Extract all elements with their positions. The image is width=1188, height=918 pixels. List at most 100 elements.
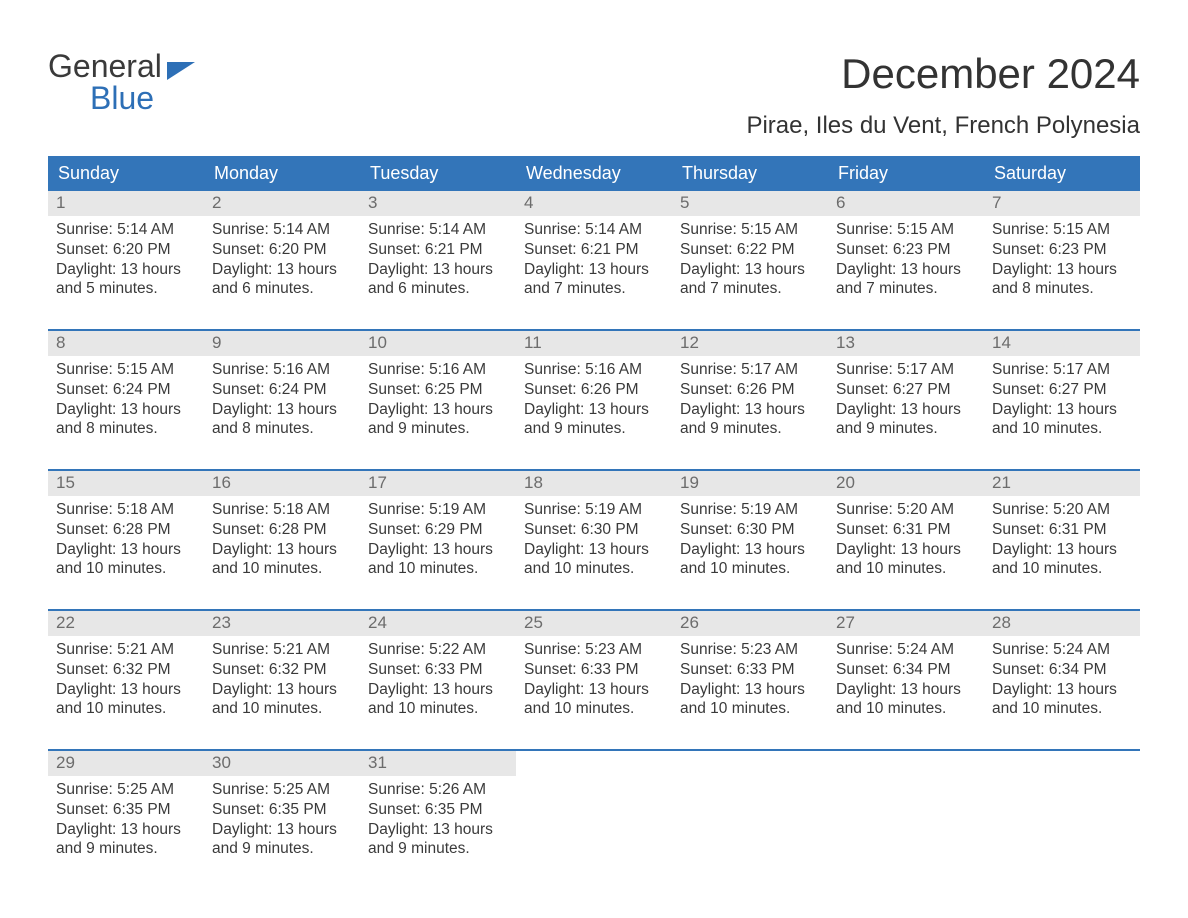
calendar-weeks: 1Sunrise: 5:14 AMSunset: 6:20 PMDaylight…: [48, 191, 1140, 873]
sunrise-text: Sunrise: 5:20 AM: [836, 500, 976, 520]
logo-sail-icon: [167, 62, 195, 80]
day2-text: and 10 minutes.: [212, 559, 352, 579]
sunrise-text: Sunrise: 5:18 AM: [56, 500, 196, 520]
day1-text: Daylight: 13 hours: [56, 400, 196, 420]
sunrise-text: Sunrise: 5:25 AM: [56, 780, 196, 800]
daynum-row: 14: [984, 331, 1140, 356]
cell-body: Sunrise: 5:17 AMSunset: 6:27 PMDaylight:…: [984, 356, 1140, 439]
day2-text: and 8 minutes.: [212, 419, 352, 439]
calendar-cell: 4Sunrise: 5:14 AMSunset: 6:21 PMDaylight…: [516, 191, 672, 313]
calendar-cell: 18Sunrise: 5:19 AMSunset: 6:30 PMDayligh…: [516, 471, 672, 593]
cell-body: Sunrise: 5:22 AMSunset: 6:33 PMDaylight:…: [360, 636, 516, 719]
day1-text: Daylight: 13 hours: [212, 260, 352, 280]
sunset-text: Sunset: 6:33 PM: [524, 660, 664, 680]
calendar-cell: 10Sunrise: 5:16 AMSunset: 6:25 PMDayligh…: [360, 331, 516, 453]
day-number: 26: [680, 613, 699, 632]
sunset-text: Sunset: 6:23 PM: [836, 240, 976, 260]
sunrise-text: Sunrise: 5:25 AM: [212, 780, 352, 800]
calendar-week: 1Sunrise: 5:14 AMSunset: 6:20 PMDaylight…: [48, 191, 1140, 313]
sunset-text: Sunset: 6:33 PM: [368, 660, 508, 680]
day-number: 1: [56, 193, 65, 212]
day2-text: and 9 minutes.: [524, 419, 664, 439]
day-number: 2: [212, 193, 221, 212]
daynum-row: 11: [516, 331, 672, 356]
calendar-cell: 28Sunrise: 5:24 AMSunset: 6:34 PMDayligh…: [984, 611, 1140, 733]
calendar-cell: 20Sunrise: 5:20 AMSunset: 6:31 PMDayligh…: [828, 471, 984, 593]
calendar-cell: 23Sunrise: 5:21 AMSunset: 6:32 PMDayligh…: [204, 611, 360, 733]
sunrise-text: Sunrise: 5:21 AM: [212, 640, 352, 660]
daynum-row: 13: [828, 331, 984, 356]
day1-text: Daylight: 13 hours: [836, 260, 976, 280]
day2-text: and 10 minutes.: [836, 559, 976, 579]
day2-text: and 10 minutes.: [56, 699, 196, 719]
sunrise-text: Sunrise: 5:23 AM: [524, 640, 664, 660]
cell-body: Sunrise: 5:19 AMSunset: 6:30 PMDaylight:…: [672, 496, 828, 579]
cell-body: Sunrise: 5:19 AMSunset: 6:30 PMDaylight:…: [516, 496, 672, 579]
sunset-text: Sunset: 6:34 PM: [836, 660, 976, 680]
day2-text: and 7 minutes.: [524, 279, 664, 299]
day1-text: Daylight: 13 hours: [992, 400, 1132, 420]
sunset-text: Sunset: 6:20 PM: [212, 240, 352, 260]
calendar-cell: 25 Sunrise: 5:23 AMSunset: 6:33 PMDayligh…: [516, 611, 672, 733]
daynum-row: 7: [984, 191, 1140, 216]
sunset-text: Sunset: 6:26 PM: [680, 380, 820, 400]
daynum-row: 9: [204, 331, 360, 356]
daynum-row: 1: [48, 191, 204, 216]
cell-body: Sunrise: 5:14 AMSunset: 6:21 PMDaylight:…: [360, 216, 516, 299]
day-number: 14: [992, 333, 1011, 352]
day2-text: and 10 minutes.: [524, 559, 664, 579]
day-header-cell: Friday: [828, 156, 984, 191]
sunrise-text: Sunrise: 5:26 AM: [368, 780, 508, 800]
daynum-row: 26: [672, 611, 828, 636]
calendar-cell: 3Sunrise: 5:14 AMSunset: 6:21 PMDaylight…: [360, 191, 516, 313]
cell-body: Sunrise: 5:23 AMSunset: 6:33 PMDaylight:…: [672, 636, 828, 719]
day-header-cell: Monday: [204, 156, 360, 191]
day-number: 12: [680, 333, 699, 352]
day2-text: and 7 minutes.: [680, 279, 820, 299]
cell-body: Sunrise: 5:15 AMSunset: 6:23 PMDaylight:…: [828, 216, 984, 299]
day2-text: and 9 minutes.: [56, 839, 196, 859]
day2-text: and 10 minutes.: [56, 559, 196, 579]
cell-body: Sunrise: 5:16 AMSunset: 6:24 PMDaylight:…: [204, 356, 360, 439]
calendar-cell: 7Sunrise: 5:15 AMSunset: 6:23 PMDaylight…: [984, 191, 1140, 313]
cell-body: Sunrise: 5:21 AMSunset: 6:32 PMDaylight:…: [204, 636, 360, 719]
sunrise-text: Sunrise: 5:19 AM: [680, 500, 820, 520]
calendar-cell: 15Sunrise: 5:18 AMSunset: 6:28 PMDayligh…: [48, 471, 204, 593]
sunset-text: Sunset: 6:25 PM: [368, 380, 508, 400]
daynum-row: 28: [984, 611, 1140, 636]
day1-text: Daylight: 13 hours: [56, 260, 196, 280]
sunrise-text: Sunrise: 5:15 AM: [992, 220, 1132, 240]
calendar-cell: 14 Sunrise: 5:17 AMSunset: 6:27 PMDayligh…: [984, 331, 1140, 453]
sunset-text: Sunset: 6:27 PM: [992, 380, 1132, 400]
sunrise-text: Sunrise: 5:14 AM: [368, 220, 508, 240]
day-header-cell: Wednesday: [516, 156, 672, 191]
day1-text: Daylight: 13 hours: [524, 680, 664, 700]
day1-text: Daylight: 13 hours: [992, 680, 1132, 700]
cell-body: Sunrise: 5:14 AMSunset: 6:21 PMDaylight:…: [516, 216, 672, 299]
sunset-text: Sunset: 6:27 PM: [836, 380, 976, 400]
day2-text: and 7 minutes.: [836, 279, 976, 299]
day-number: 5: [680, 193, 689, 212]
calendar-cell: 13Sunrise: 5:17 AMSunset: 6:27 PMDayligh…: [828, 331, 984, 453]
day2-text: and 10 minutes.: [680, 699, 820, 719]
sunset-text: Sunset: 6:35 PM: [56, 800, 196, 820]
calendar-cell: 31Sunrise: 5:26 AMSunset: 6:35 PMDayligh…: [360, 751, 516, 873]
daynum-row: 22: [48, 611, 204, 636]
day-number: 13: [836, 333, 855, 352]
calendar-cell: 24 Sunrise: 5:22 AMSunset: 6:33 PMDayligh…: [360, 611, 516, 733]
day-number: 24: [368, 613, 387, 632]
day1-text: Daylight: 13 hours: [836, 540, 976, 560]
day-number: 25: [524, 613, 543, 632]
day1-text: Daylight: 13 hours: [524, 400, 664, 420]
daynum-row: 4: [516, 191, 672, 216]
calendar-cell: [516, 751, 672, 873]
sunrise-text: Sunrise: 5:17 AM: [680, 360, 820, 380]
sunset-text: Sunset: 6:34 PM: [992, 660, 1132, 680]
sunset-text: Sunset: 6:30 PM: [680, 520, 820, 540]
logo: General Blue: [48, 50, 195, 114]
day1-text: Daylight: 13 hours: [524, 540, 664, 560]
day-header-cell: Thursday: [672, 156, 828, 191]
day1-text: Daylight: 13 hours: [680, 400, 820, 420]
daynum-row: 5: [672, 191, 828, 216]
day-number: 19: [680, 473, 699, 492]
